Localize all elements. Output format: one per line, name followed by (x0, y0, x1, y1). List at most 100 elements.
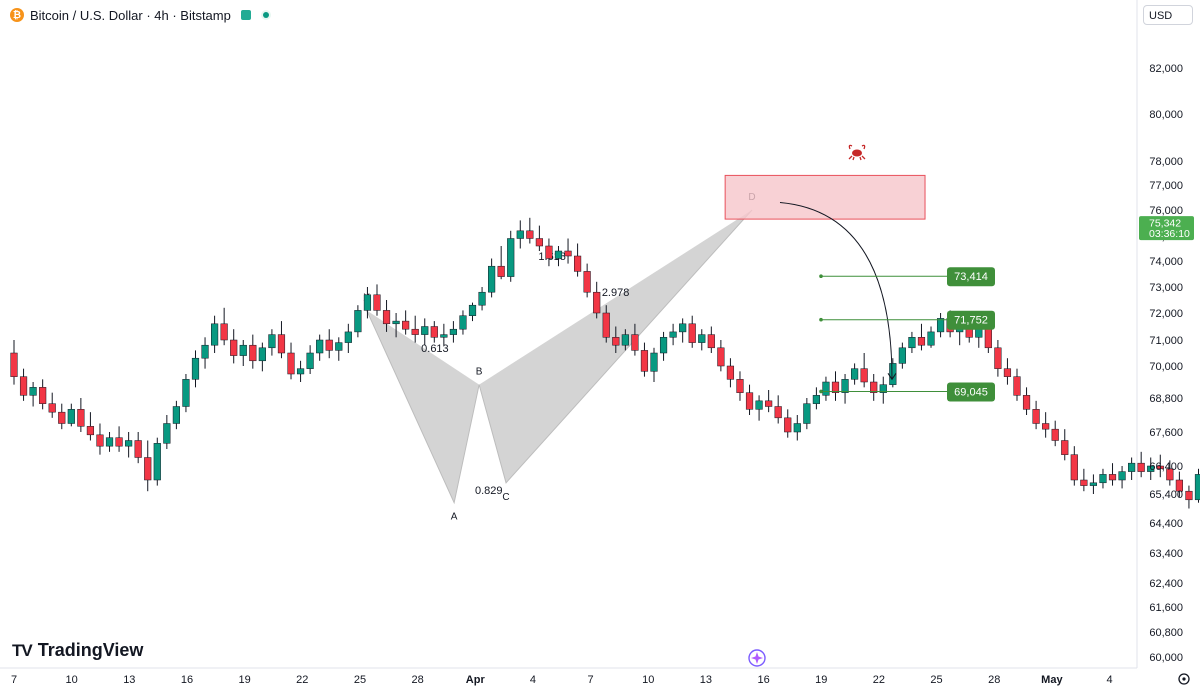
candle (554, 246, 563, 267)
candle (860, 353, 868, 388)
candle-body (793, 423, 801, 433)
candle (392, 313, 400, 338)
candle-body (10, 352, 18, 377)
candle (296, 360, 305, 382)
candle-body (39, 387, 47, 404)
candle-body (325, 339, 333, 351)
time-tick-label: 25 (354, 674, 366, 686)
candle (573, 243, 582, 277)
candle-body (163, 423, 171, 444)
time-tick-label: 28 (988, 674, 1000, 686)
candle-body (239, 344, 247, 356)
candle-body (468, 304, 477, 316)
candle (774, 395, 782, 424)
candle (602, 305, 610, 343)
candle-body (535, 238, 543, 247)
sparkle-icon (748, 649, 766, 667)
candle-body (268, 334, 276, 349)
candle-body (392, 320, 400, 325)
settings-gear-icon[interactable] (1178, 673, 1190, 685)
candle-body (1051, 428, 1059, 441)
time-tick-label: 28 (411, 674, 423, 686)
tradingview-logo[interactable]: TV TradingView (12, 640, 143, 661)
candle (449, 321, 458, 343)
candle-body (144, 457, 152, 481)
target-level: 69,045 (819, 382, 995, 402)
pattern-point-label: A (451, 512, 458, 523)
pattern-point-label: C (502, 492, 509, 503)
candle (1080, 468, 1088, 492)
candle-body (201, 344, 209, 359)
square-icon[interactable] (240, 10, 251, 20)
candle (784, 409, 792, 438)
candle (58, 403, 66, 430)
candle (325, 329, 333, 359)
candle (382, 300, 391, 332)
candle-body (335, 342, 343, 351)
candle (640, 342, 649, 377)
candle (163, 415, 171, 449)
candle-body (449, 328, 458, 335)
candle (564, 238, 572, 264)
candle (373, 284, 381, 316)
candle (306, 345, 314, 374)
candle-body (975, 328, 983, 338)
pattern-point-label: B (476, 367, 483, 378)
pattern-triangle-xab (366, 310, 480, 503)
price-tick-label: 70,000 (1149, 361, 1183, 373)
candle-body (1080, 479, 1088, 486)
candle-body (296, 368, 305, 375)
candle (1156, 454, 1164, 478)
candle-body (459, 315, 467, 330)
time-tick-label: 19 (815, 674, 827, 686)
candle-body (784, 417, 792, 433)
candle-body (211, 323, 219, 346)
candle (115, 426, 123, 452)
candle (1070, 446, 1078, 486)
target-dot (819, 274, 823, 279)
candle-body (125, 440, 133, 447)
candle (86, 412, 95, 441)
candle-body (679, 323, 687, 333)
candle (612, 326, 620, 353)
candle-body (182, 379, 190, 407)
candle-body (411, 328, 419, 335)
annotations: 73,414 71,752 69,045 (748, 144, 995, 667)
candle-body (889, 363, 897, 385)
candle-body (1166, 468, 1174, 481)
candle (468, 302, 477, 322)
price-tick-label: 80,000 (1149, 109, 1183, 121)
candle-body (745, 392, 754, 410)
price-tick-label: 68,800 (1149, 393, 1183, 405)
candle (936, 313, 945, 338)
candle-body (640, 350, 649, 372)
candle-body (440, 334, 448, 338)
candle-body (984, 328, 992, 349)
price-tick-label: 76,000 (1149, 205, 1183, 217)
candle-body (621, 334, 629, 346)
candle-body (115, 437, 123, 447)
candle (698, 329, 706, 351)
candle-body (659, 337, 668, 354)
time-tick-label: 4 (530, 674, 536, 686)
candle-body (191, 357, 200, 380)
candle-body (765, 400, 773, 407)
candle (765, 390, 773, 413)
symbol-title[interactable]: Bitcoin / U.S. Dollar · 4h · Bitstamp (30, 7, 231, 23)
candle (211, 315, 219, 353)
candle-body (898, 347, 906, 364)
candle-body (354, 310, 362, 333)
candle-body (736, 379, 744, 393)
candle (1137, 451, 1145, 478)
currency-selector[interactable]: USD (1143, 5, 1193, 25)
projection-arrow (779, 202, 893, 380)
pattern-ratio-label: 0.613 (421, 343, 449, 355)
candle-body (1147, 465, 1155, 472)
price-tick-label: 78,000 (1149, 156, 1183, 168)
symbol-header[interactable]: ₿ Bitcoin / U.S. Dollar · 4h · Bitstamp (10, 5, 271, 25)
price-tick-label: 63,400 (1149, 548, 1183, 560)
candle-body (669, 331, 677, 338)
